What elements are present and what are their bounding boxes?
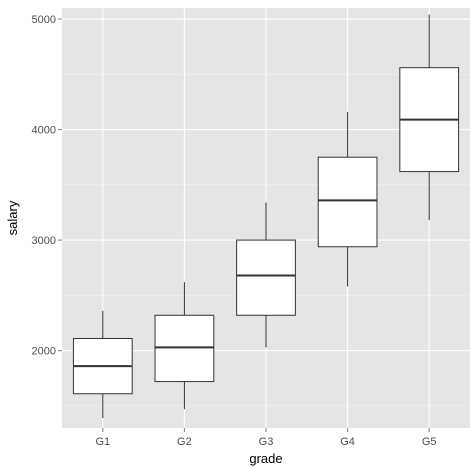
x-tick-label: G4 [340,436,355,448]
box-g2 [154,282,215,410]
box-g1 [72,310,133,419]
y-tick-label: 5000 [32,14,56,26]
x-axis-title: grade [249,451,282,466]
box-iqr [236,239,296,316]
x-axis-ticks: G1 G2 G3 G4 G5 [95,428,437,448]
box-g4 [317,111,378,287]
boxes-layer [72,14,460,419]
box-iqr [154,314,215,383]
y-tick-label: 2000 [32,346,56,358]
box-g5 [399,14,460,221]
x-tick-label: G2 [177,436,192,448]
y-axis-ticks: 2000 3000 4000 5000 [32,14,62,358]
x-tick-label: G5 [422,436,437,448]
x-tick-label: G1 [95,436,110,448]
y-tick-label: 4000 [32,125,56,137]
x-tick-label: G3 [259,436,274,448]
box-iqr [317,156,378,248]
y-tick-label: 3000 [32,235,56,247]
box-g3 [236,202,296,348]
y-axis-title: salary [5,200,20,235]
